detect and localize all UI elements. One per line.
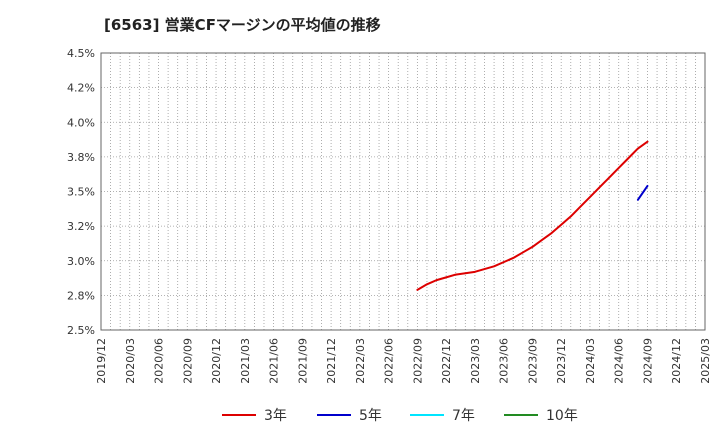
- legend-swatch: [222, 414, 256, 416]
- y-tick-label: 3.8%: [67, 151, 95, 164]
- x-tick-label: 2020/09: [181, 338, 194, 384]
- x-tick-label: 2025/03: [699, 338, 712, 384]
- legend: 3年 5年 7年 10年: [0, 404, 720, 426]
- x-tick-label: 2022/06: [383, 338, 396, 384]
- legend-item: 10年: [504, 404, 578, 426]
- y-tick-label: 2.5%: [67, 324, 95, 337]
- x-tick-label: 2024/09: [641, 338, 654, 384]
- y-tick-label: 3.2%: [67, 220, 95, 233]
- x-tick-label: 2021/03: [239, 338, 252, 384]
- x-tick-label: 2023/12: [555, 338, 568, 384]
- x-tick-label: 2023/06: [498, 338, 511, 384]
- legend-item: 7年: [410, 404, 475, 426]
- legend-swatch: [504, 414, 538, 416]
- x-tick-label: 2021/06: [268, 338, 281, 384]
- legend-label: 5年: [359, 408, 382, 424]
- x-tick-label: 2023/03: [469, 338, 482, 384]
- y-tick-label: 3.0%: [67, 255, 95, 268]
- y-tick-label: 2.8%: [67, 289, 95, 302]
- chart-title: [6563] 営業CFマージンの平均値の推移: [104, 16, 381, 34]
- x-tick-label: 2020/03: [124, 338, 137, 384]
- x-tick-label: 2024/03: [584, 338, 597, 384]
- legend-label: 3年: [264, 408, 287, 424]
- x-tick-label: 2020/06: [153, 338, 166, 384]
- y-tick-label: 3.5%: [67, 186, 95, 199]
- x-tick-label: 2024/12: [670, 338, 683, 384]
- plot-frame: [100, 52, 706, 331]
- x-tick-label: 2023/09: [526, 338, 539, 384]
- x-tick-label: 2024/06: [613, 338, 626, 384]
- legend-item: 3年: [222, 404, 287, 426]
- x-tick-label: 2019/12: [95, 338, 108, 384]
- y-tick-label: 4.5%: [67, 47, 95, 60]
- legend-item: 5年: [317, 404, 382, 426]
- legend-swatch: [317, 414, 351, 416]
- y-tick-label: 4.2%: [67, 82, 95, 95]
- legend-swatch: [410, 414, 444, 416]
- legend-label: 10年: [546, 408, 578, 424]
- x-tick-label: 2022/12: [440, 338, 453, 384]
- legend-label: 7年: [452, 408, 475, 424]
- x-tick-label: 2021/12: [325, 338, 338, 384]
- x-tick-label: 2022/03: [354, 338, 367, 384]
- x-tick-label: 2022/09: [411, 338, 424, 384]
- y-tick-label: 4.0%: [67, 116, 95, 129]
- series-line-5年: [636, 184, 649, 201]
- x-tick-label: 2020/12: [210, 338, 223, 384]
- series-line-3年: [416, 140, 649, 291]
- x-tick-label: 2021/09: [296, 338, 309, 384]
